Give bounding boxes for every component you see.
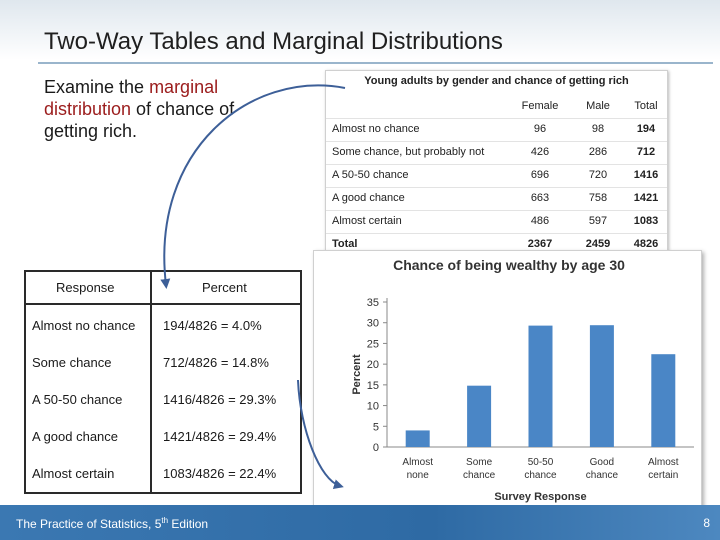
response-cell: Some chance xyxy=(32,355,112,370)
cell-female: 663 xyxy=(530,192,550,204)
row-label: A good chance xyxy=(332,192,405,204)
slide-title: Two-Way Tables and Marginal Distribution… xyxy=(44,28,503,55)
percent-cell: 1083/4826 = 22.4% xyxy=(163,466,277,481)
header-total: Total xyxy=(634,100,658,112)
y-tick-label: 20 xyxy=(367,359,379,371)
table-row: A 50-50 chance 1416/4826 = 29.3% xyxy=(26,382,300,419)
x-tick-label: Almost xyxy=(648,457,679,468)
x-tick-label: certain xyxy=(648,470,678,481)
cell-male: 2459 xyxy=(585,238,611,250)
table-divider xyxy=(150,272,152,492)
title-band xyxy=(0,0,720,60)
table-row: Some chance, but probably not 426 286 71… xyxy=(326,141,667,163)
cell-total: 712 xyxy=(636,146,656,158)
header-response: Response xyxy=(56,280,115,295)
cell-total: 1083 xyxy=(633,215,659,227)
x-tick-label: none xyxy=(407,470,430,481)
two-way-table-caption: Young adults by gender and chance of get… xyxy=(364,75,629,87)
y-axis-label: Percent xyxy=(351,354,363,395)
response-cell: A 50-50 chance xyxy=(32,392,123,407)
y-tick-label: 25 xyxy=(367,338,379,350)
row-label: Almost certain xyxy=(332,215,402,227)
footer-bar xyxy=(0,505,720,540)
cell-female: 696 xyxy=(530,169,550,181)
table-row: Some chance 712/4826 = 14.8% xyxy=(26,345,300,382)
response-cell: A good chance xyxy=(32,429,119,444)
footer-sup: th xyxy=(161,516,169,525)
table-divider xyxy=(326,187,667,188)
header-male: Male xyxy=(586,100,610,112)
intro-before: Examine the xyxy=(44,77,150,97)
x-tick-label: Some xyxy=(466,457,493,468)
cell-male: 286 xyxy=(588,146,608,158)
cell-female: 426 xyxy=(530,146,550,158)
x-tick-label: chance xyxy=(463,470,496,481)
cell-total: 1416 xyxy=(633,169,659,181)
cell-male: 98 xyxy=(591,123,605,135)
row-label: A 50-50 chance xyxy=(332,169,409,181)
cell-total: 4826 xyxy=(633,238,659,250)
table-row: Almost certain 1083/4826 = 22.4% xyxy=(26,456,300,493)
cell-female: 486 xyxy=(530,215,550,227)
page-number: 8 xyxy=(703,516,710,530)
cell-male: 758 xyxy=(588,192,608,204)
percent-cell: 1421/4826 = 29.4% xyxy=(163,429,277,444)
x-tick-label: 50-50 xyxy=(528,457,554,468)
y-tick-label: 5 xyxy=(373,421,379,433)
row-label: Some chance, but probably not xyxy=(332,146,485,158)
table-row: A 50-50 chance 696 720 1416 xyxy=(326,164,667,186)
percent-cell: 712/4826 = 14.8% xyxy=(163,355,269,370)
x-axis-label: Survey Response xyxy=(494,491,586,503)
header-percent: Percent xyxy=(202,280,247,295)
x-tick-label: chance xyxy=(586,470,619,481)
table-divider xyxy=(326,164,667,165)
table-row: A good chance 1421/4826 = 29.4% xyxy=(26,419,300,456)
percent-cell: 194/4826 = 4.0% xyxy=(163,318,262,333)
table-row: A good chance 663 758 1421 xyxy=(326,187,667,209)
bar xyxy=(467,385,492,447)
x-tick-label: Almost xyxy=(402,457,433,468)
cell-female: 96 xyxy=(533,123,547,135)
table-row: Almost no chance 96 98 194 xyxy=(326,118,667,140)
cell-total: 194 xyxy=(636,123,656,135)
bar-chart: Chance of being wealthy by age 30 0 5 10 15 2… xyxy=(313,250,702,520)
footer-text: The Practice of Statistics, 5th Edition xyxy=(16,516,208,531)
y-tick-label: 35 xyxy=(367,297,379,309)
intro-text: Examine the marginal distribution of cha… xyxy=(44,76,284,142)
bar xyxy=(589,325,614,447)
table-divider xyxy=(326,118,667,119)
x-tick-label: Good xyxy=(590,457,614,468)
table-row: Almost no chance 194/4826 = 4.0% xyxy=(26,308,300,345)
table-divider xyxy=(326,233,667,234)
y-tick-label: 10 xyxy=(367,401,379,413)
y-tick-label: 30 xyxy=(367,318,379,330)
cell-male: 720 xyxy=(588,169,608,181)
bar-chart-svg: Chance of being wealthy by age 30 0 5 10 15 2… xyxy=(351,257,694,503)
header-female: Female xyxy=(521,100,559,112)
table-divider xyxy=(326,210,667,211)
y-tick-label: 0 xyxy=(373,442,379,454)
y-tick-label: 15 xyxy=(367,380,379,392)
cell-total: 1421 xyxy=(633,192,659,204)
percent-table: Response Percent Almost no chance 194/48… xyxy=(24,270,302,494)
two-way-table-header: Female Male Total xyxy=(326,95,667,117)
bar xyxy=(528,325,553,447)
table-row: Almost certain 486 597 1083 xyxy=(326,210,667,232)
percent-cell: 1416/4826 = 29.3% xyxy=(163,392,277,407)
x-tick-label: chance xyxy=(524,470,557,481)
footer-book: The Practice of Statistics, 5 xyxy=(16,517,162,531)
response-cell: Almost no chance xyxy=(32,318,136,333)
bar xyxy=(651,354,676,447)
title-divider xyxy=(38,62,713,64)
bar xyxy=(405,430,430,447)
chart-title: Chance of being wealthy by age 30 xyxy=(393,257,625,273)
cell-female: 2367 xyxy=(527,238,553,250)
percent-table-header: Response Percent xyxy=(26,272,300,305)
footer-edition: Edition xyxy=(168,517,209,531)
row-label: Almost no chance xyxy=(332,123,420,135)
response-cell: Almost certain xyxy=(32,466,115,481)
table-divider xyxy=(326,141,667,142)
cell-male: 597 xyxy=(588,215,608,227)
two-way-table: Young adults by gender and chance of get… xyxy=(325,70,668,258)
